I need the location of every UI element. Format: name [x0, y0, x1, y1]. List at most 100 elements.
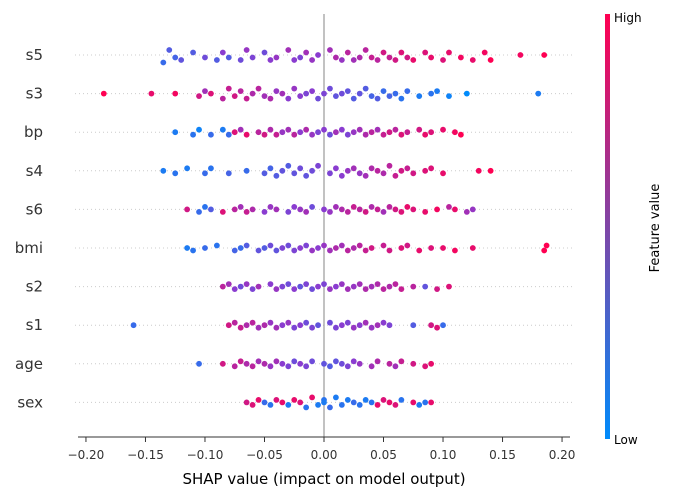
shap-point-s6: [422, 209, 429, 215]
shap-point-s6: [309, 204, 315, 210]
shap-point-s3: [297, 93, 304, 99]
shap-point-s5: [350, 57, 357, 63]
shap-point-bp: [291, 131, 298, 138]
shap-point-s2: [410, 283, 417, 290]
shap-point-bp: [208, 131, 214, 138]
shap-point-s6: [392, 206, 399, 213]
shap-point-s1: [225, 322, 232, 329]
shap-point-s3: [219, 95, 226, 102]
shap-point-s1: [374, 322, 381, 329]
shap-point-s3: [202, 88, 208, 94]
shap-point-s4: [362, 172, 369, 179]
shap-point-s4: [392, 172, 399, 179]
shap-point-s6: [303, 209, 310, 215]
shap-point-sex: [368, 399, 375, 406]
shap-point-s4: [208, 165, 214, 172]
shap-point-s2: [327, 286, 333, 292]
shap-point-bmi: [279, 245, 286, 251]
shap-point-s6: [321, 206, 327, 213]
shap-point-bmi: [416, 247, 423, 254]
feature-label-s3: s3: [26, 85, 43, 103]
shap-point-s4: [422, 167, 429, 174]
shap-point-age: [237, 358, 244, 365]
colorbar-title: Feature value: [648, 184, 663, 273]
shap-point-s4: [404, 165, 411, 172]
shap-point-s1: [231, 319, 238, 326]
shap-point-sex: [261, 399, 268, 406]
shap-point-s3: [261, 93, 268, 99]
shap-point-s4: [398, 167, 405, 174]
shap-point-s5: [422, 49, 429, 56]
shap-point-sex: [350, 399, 357, 406]
shap-point-s6: [356, 206, 363, 213]
shap-point-s3: [374, 95, 381, 102]
shap-point-age: [398, 358, 405, 365]
shap-point-s6: [410, 206, 417, 213]
shap-point-s6: [463, 209, 470, 215]
shap-point-s4: [327, 170, 333, 177]
shap-point-bp: [440, 126, 446, 133]
shap-point-bp: [267, 126, 274, 133]
shap-point-s5: [392, 57, 399, 63]
shap-point-s6: [249, 206, 256, 213]
shap-point-age: [297, 360, 304, 367]
shap-point-s1: [410, 322, 417, 329]
shap-point-sex: [338, 402, 345, 408]
shap-point-bmi: [404, 242, 411, 249]
shap-point-s6: [452, 206, 458, 213]
shap-point-s2: [350, 283, 357, 290]
shap-point-s4: [267, 165, 274, 172]
shap-point-s6: [267, 204, 274, 210]
shap-point-s4: [368, 165, 375, 172]
shap-point-s2: [422, 283, 429, 290]
shap-point-bp: [350, 129, 357, 136]
shap-point-bp: [225, 131, 232, 138]
shap-point-s4: [350, 165, 357, 172]
shap-point-s5: [380, 49, 387, 56]
shap-point-s3: [172, 90, 179, 97]
shap-point-s3: [309, 88, 315, 94]
shap-point-s5: [440, 57, 446, 63]
shap-point-s4: [410, 170, 417, 177]
shap-point-s4: [428, 165, 435, 172]
shap-point-bmi: [285, 242, 292, 249]
feature-labels: s5 s3 bp s4 s6 bmi s2 s1 age sex: [15, 46, 43, 411]
shap-point-s6: [469, 206, 476, 213]
shap-point-sex: [356, 402, 363, 408]
shap-point-s5: [285, 47, 292, 53]
shap-point-s3: [196, 93, 202, 99]
shap-point-bp: [356, 126, 363, 133]
shap-point-s1: [333, 324, 339, 331]
shap-point-bmi: [303, 242, 310, 249]
shap-point-s1: [380, 319, 387, 326]
shap-point-bp: [279, 129, 286, 136]
shap-point-s5: [541, 52, 548, 58]
shap-point-s5: [481, 49, 488, 56]
shap-point-age: [291, 358, 298, 365]
shap-point-s6: [446, 204, 452, 210]
shap-point-age: [309, 358, 315, 365]
colorbar: [605, 14, 610, 439]
shap-point-s3: [368, 93, 375, 99]
shap-point-bp: [327, 131, 333, 138]
shap-point-sex: [315, 402, 321, 408]
shap-point-s4: [487, 167, 494, 174]
shap-point-bp: [368, 129, 375, 136]
shap-point-s5: [469, 57, 476, 63]
shap-point-s5: [374, 57, 381, 63]
shap-point-sex: [333, 394, 339, 401]
shap-point-bp: [333, 129, 339, 136]
shap-point-sex: [273, 397, 280, 403]
shap-point-s6: [196, 209, 202, 215]
shap-point-sex: [309, 394, 315, 401]
shap-point-s4: [297, 165, 304, 172]
shap-point-s2: [344, 286, 351, 292]
shap-point-s4: [202, 170, 208, 177]
shap-point-s6: [368, 204, 375, 210]
shap-point-s2: [237, 283, 244, 290]
x-tick-label: 0.15: [489, 448, 516, 462]
shap-point-age: [321, 360, 327, 367]
shap-point-sex: [285, 402, 292, 408]
shap-point-s1: [285, 319, 292, 326]
shap-point-s6: [291, 204, 298, 210]
